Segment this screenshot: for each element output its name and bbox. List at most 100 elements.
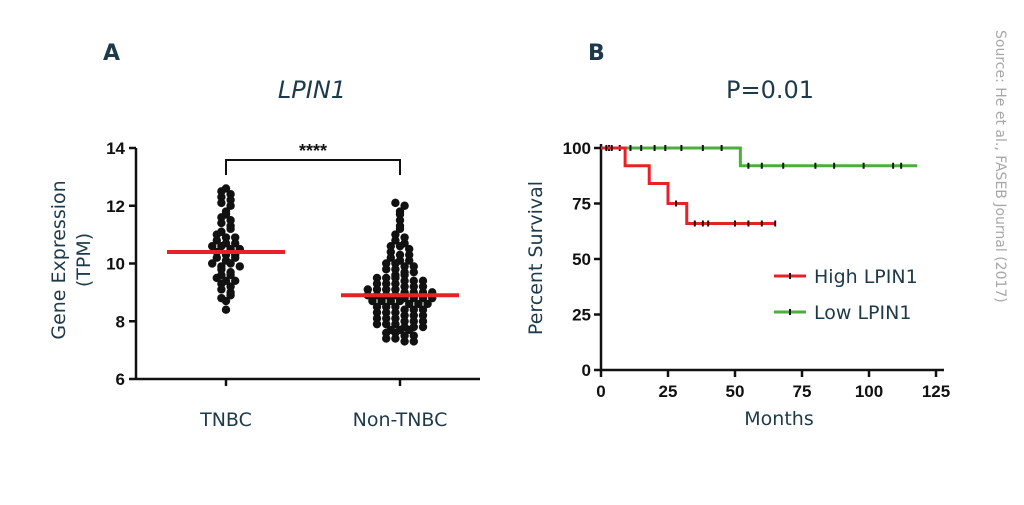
data-point: [400, 331, 409, 340]
y-tick-label: 6: [116, 370, 125, 389]
chart-b-legend: High LPIN1 Low LPIN1: [774, 266, 918, 324]
data-point: [372, 273, 382, 283]
data-point: [386, 253, 395, 262]
chart-b-ylabel: Percent Survival: [525, 181, 547, 335]
data-point: [418, 322, 428, 332]
data-point: [391, 236, 400, 245]
data-point: [391, 334, 400, 343]
data-point: [217, 192, 226, 202]
data-point: [226, 201, 235, 210]
x-tick-label: 0: [596, 382, 605, 401]
data-point: [409, 305, 418, 314]
data-point: [217, 279, 226, 288]
data-point: [226, 215, 235, 225]
chart-b-xlabel: Months: [744, 408, 813, 430]
data-point: [423, 299, 432, 309]
data-point: [382, 308, 391, 317]
data-point: [208, 241, 217, 251]
data-point: [400, 305, 409, 314]
data-point: [372, 314, 382, 323]
data-point: [372, 279, 382, 288]
data-point: [405, 325, 414, 335]
data-point: [382, 319, 391, 329]
data-point: [231, 253, 240, 262]
data-point: [409, 317, 418, 326]
data-point: [391, 279, 400, 288]
data-point: [405, 256, 414, 265]
data-point: [231, 276, 240, 286]
data-point: [391, 328, 400, 337]
data-point: [372, 285, 382, 294]
data-point: [226, 224, 235, 234]
data-point: [409, 267, 418, 277]
data-point: [400, 311, 409, 320]
panel-b-letter: B: [588, 41, 605, 66]
data-point: [226, 270, 235, 280]
chart-a-ylabel-line2: (TPM): [73, 233, 95, 287]
data-point: [386, 247, 395, 257]
data-point: [217, 241, 226, 251]
data-point: [418, 311, 428, 320]
panel-a: A LPIN1 Gene Expression (TPM) 6 8 10 12 14 TN…: [48, 41, 480, 431]
data-point: [221, 305, 231, 314]
data-point: [391, 198, 400, 208]
y-tick-label: 100: [563, 139, 591, 158]
data-point: [391, 230, 400, 239]
chart-a-medians: [167, 249, 459, 298]
data-point: [391, 259, 400, 268]
data-point: [418, 282, 428, 291]
data-point: [405, 299, 414, 309]
data-point: [400, 317, 409, 326]
data-point: [400, 270, 409, 280]
data-point: [400, 233, 409, 242]
data-point: [395, 250, 405, 260]
y-tick-label: 25: [572, 306, 591, 325]
data-point: [395, 215, 405, 225]
data-point: [395, 241, 405, 251]
chart-b-axes: 0 25 50 75 100 0 25 50 75 100 125: [563, 139, 951, 401]
data-point: [372, 308, 382, 317]
data-point: [418, 276, 428, 286]
x-tick-label: 25: [659, 382, 678, 401]
data-point: [235, 262, 244, 271]
x-tick-label: 100: [855, 382, 883, 401]
data-point: [226, 195, 235, 205]
data-point: [391, 314, 400, 323]
y-tick-label: 75: [572, 195, 591, 214]
data-point: [226, 190, 235, 199]
data-point: [409, 337, 418, 346]
data-point: [418, 317, 428, 326]
data-point: [391, 319, 400, 329]
data-point: [208, 259, 217, 268]
data-point: [372, 319, 382, 329]
data-point: [409, 262, 418, 271]
x-tick-label: 75: [793, 382, 812, 401]
data-point: [400, 201, 409, 210]
data-point: [391, 302, 400, 312]
data-point: [212, 273, 221, 283]
data-point: [414, 299, 423, 309]
data-point: [405, 250, 414, 260]
y-tick-label: 10: [106, 255, 125, 274]
panel-a-letter: A: [103, 41, 120, 66]
data-point: [363, 285, 372, 294]
chart-a-title: LPIN1: [278, 76, 346, 104]
data-point: [226, 259, 235, 268]
data-point: [395, 210, 405, 219]
data-point: [386, 296, 395, 306]
data-point: [382, 279, 391, 288]
data-point: [418, 305, 428, 314]
data-point: [386, 241, 395, 251]
chart-a-points: [208, 184, 437, 346]
data-point: [409, 331, 418, 340]
data-point: [226, 291, 235, 300]
x-tick-label: Non-TNBC: [353, 409, 448, 431]
data-point: [382, 334, 391, 343]
legend-label: High LPIN1: [814, 266, 918, 288]
data-point: [231, 233, 240, 242]
chart-a-ylabel-line1: Gene Expression: [48, 180, 70, 339]
chart-b-title: P=0.01: [726, 76, 814, 104]
x-tick-label: 125: [922, 382, 950, 401]
y-tick-label: 50: [572, 250, 591, 269]
